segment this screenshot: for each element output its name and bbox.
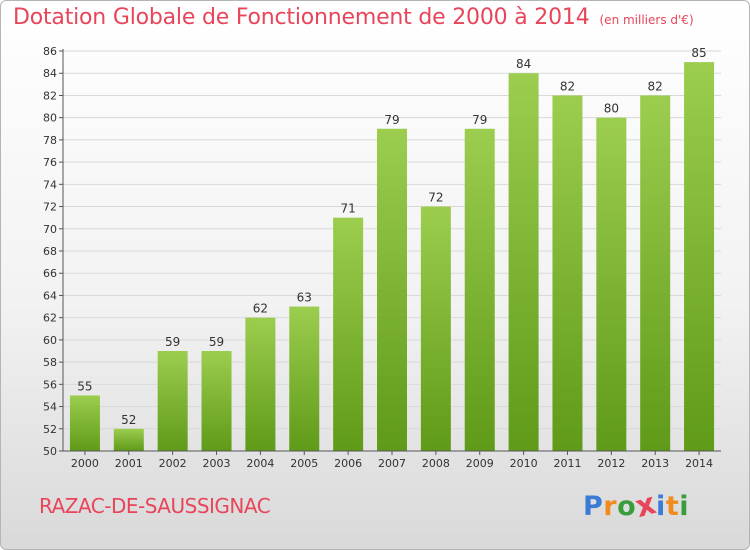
bar [377,128,407,451]
y-tick-label: 84 [43,67,57,80]
labels: 50 52 54 56 58 60 62 64 66 68 70 72 74 76 78 80 82 84 86 55… [43,45,713,470]
y-tick-label: 50 [43,445,57,458]
bar [157,351,188,451]
logo-letter: o [617,491,637,522]
x-tick-label: 2007 [378,457,406,470]
logo-letter: r [603,491,618,522]
bars [69,62,715,452]
y-tick-label: 64 [43,289,57,302]
x-tick-label: 2013 [641,457,669,470]
axes [59,49,721,455]
logo-letter: P [583,491,604,522]
bar [69,395,100,451]
chart-title-block: Dotation Globale de Fonctionnement de 20… [13,5,694,30]
x-tick-label: 2002 [159,457,187,470]
bar [201,351,232,451]
x-tick-label: 2000 [71,457,99,470]
logo-letter: t [665,491,680,522]
proxiti-logo: Proxiti [583,486,689,525]
bar [245,317,276,451]
bar-value-label: 79 [472,113,487,127]
x-tick-label: 2004 [246,457,274,470]
x-tick-label: 2014 [685,457,713,470]
y-tick-label: 60 [43,334,57,347]
x-tick-label: 2001 [115,457,143,470]
y-tick-label: 74 [43,178,57,191]
bar-value-label: 55 [77,379,92,393]
y-tick-label: 82 [43,89,57,102]
y-tick-label: 62 [43,312,57,325]
bar-value-label: 71 [340,202,355,216]
logo-letter: i [679,491,689,522]
bar-value-label: 52 [121,413,136,427]
bar-value-label: 84 [516,57,531,71]
x-tick-label: 2005 [290,457,318,470]
bar [552,95,583,451]
x-tick-label: 2010 [510,457,538,470]
x-tick-label: 2008 [422,457,450,470]
chart-title: Dotation Globale de Fonctionnement de 20… [13,5,590,30]
bar-value-label: 85 [691,46,706,60]
bar-value-label: 59 [165,335,180,349]
y-tick-label: 68 [43,245,57,258]
bar [464,128,495,451]
bar [333,217,364,451]
bar-value-label: 82 [560,79,575,93]
bar-value-label: 63 [297,291,312,305]
y-tick-label: 72 [43,201,57,214]
logo-letter: i [656,491,666,522]
y-tick-label: 76 [43,156,57,169]
bar-value-label: 59 [209,335,224,349]
y-tick-label: 86 [43,45,57,58]
y-tick-label: 66 [43,267,57,280]
y-tick-label: 58 [43,356,57,369]
y-tick-label: 52 [43,423,57,436]
bar [420,206,451,451]
bar [640,95,671,451]
bar [596,117,627,452]
x-tick-label: 2009 [466,457,494,470]
y-tick-label: 80 [43,112,57,125]
bar-value-label: 72 [428,191,443,205]
x-tick-label: 2012 [597,457,625,470]
x-tick-label: 2011 [553,457,581,470]
bar [508,73,539,451]
chart-unit: (en milliers d'€) [599,13,694,27]
bar-value-label: 80 [604,102,619,116]
bar-value-label: 62 [253,302,268,316]
y-tick-label: 54 [43,401,57,414]
y-tick-label: 78 [43,134,57,147]
commune-name: RAZAC-DE-SAUSSIGNAC [39,494,271,518]
y-tick-label: 56 [43,378,57,391]
x-tick-label: 2003 [203,457,231,470]
bar [289,306,320,451]
x-tick-label: 2006 [334,457,362,470]
bar [684,62,715,451]
bar-value-label: 79 [384,113,399,127]
bar-value-label: 82 [648,79,663,93]
y-tick-label: 70 [43,223,57,236]
bar [113,428,144,451]
